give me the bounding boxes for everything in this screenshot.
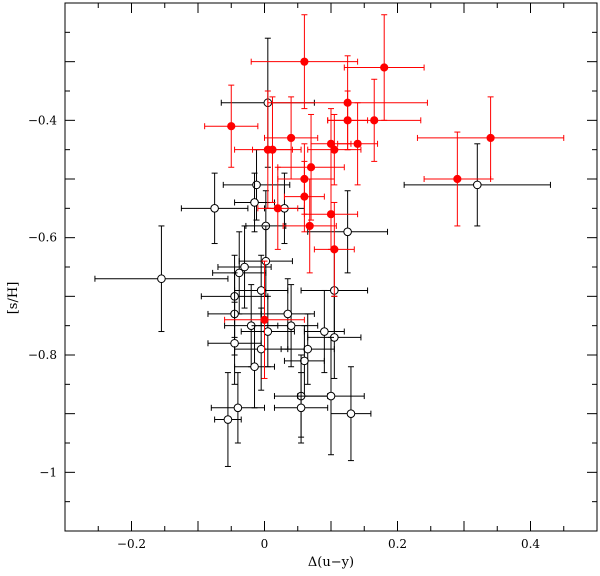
open-data-point: [320, 327, 329, 336]
filled-data-point: [305, 221, 314, 231]
open-data-point: [210, 204, 219, 213]
x-tick-label: 0.2: [388, 537, 407, 551]
y-tick-label: −1: [39, 465, 57, 479]
filled-data-point: [273, 204, 282, 213]
open-data-point: [223, 415, 233, 424]
open-data-point: [230, 338, 239, 348]
filled-data-point: [453, 174, 462, 184]
filled-circle-series: [204, 14, 565, 379]
open-data-point: [300, 356, 309, 366]
y-tick-label: −0.6: [28, 231, 57, 245]
x-tick-label: 0.4: [521, 537, 540, 551]
filled-data-point: [486, 133, 495, 143]
open-data-point: [303, 344, 313, 354]
open-data-point: [256, 344, 266, 354]
open-data-point: [250, 198, 259, 207]
open-circle-series: [94, 37, 551, 467]
x-tick-label: −0.2: [117, 537, 146, 551]
filled-data-point: [287, 133, 296, 143]
filled-data-point: [370, 116, 379, 125]
filled-data-point: [300, 57, 309, 66]
open-data-point: [296, 403, 306, 413]
open-data-point: [283, 309, 293, 319]
open-data-point: [286, 321, 296, 330]
open-data-point: [473, 180, 482, 190]
open-data-point: [326, 391, 336, 401]
y-axis-label: [s/H]: [6, 282, 21, 315]
filled-data-point: [330, 145, 339, 154]
y-tick-label: −0.4: [28, 113, 58, 127]
filled-data-point: [380, 63, 389, 72]
axis-tick-labels: −0.2 0 0.2 0.4 −0.4 −0.6 −0.8 −1: [28, 113, 541, 551]
open-data-point: [233, 403, 243, 413]
open-data-point: [240, 262, 249, 272]
open-data-point: [252, 180, 261, 190]
filled-data-point: [300, 192, 309, 201]
x-tick-label: 0: [261, 537, 269, 551]
open-data-point: [343, 227, 352, 237]
open-data-point: [263, 327, 273, 336]
y-tick-label: −0.8: [28, 348, 57, 362]
filled-data-point: [326, 210, 336, 219]
filled-data-point: [306, 163, 316, 172]
open-data-point: [250, 362, 259, 372]
axis-ticks: [64, 2, 598, 532]
open-data-point: [346, 409, 356, 418]
open-data-point: [157, 274, 166, 284]
filled-data-point: [260, 315, 269, 324]
x-axis-label: Δ(u−y): [308, 555, 354, 570]
filled-data-point: [227, 122, 236, 131]
filled-data-point: [268, 145, 277, 154]
open-data-point: [256, 286, 266, 295]
filled-data-point: [353, 139, 362, 148]
filled-data-point: [330, 245, 339, 254]
